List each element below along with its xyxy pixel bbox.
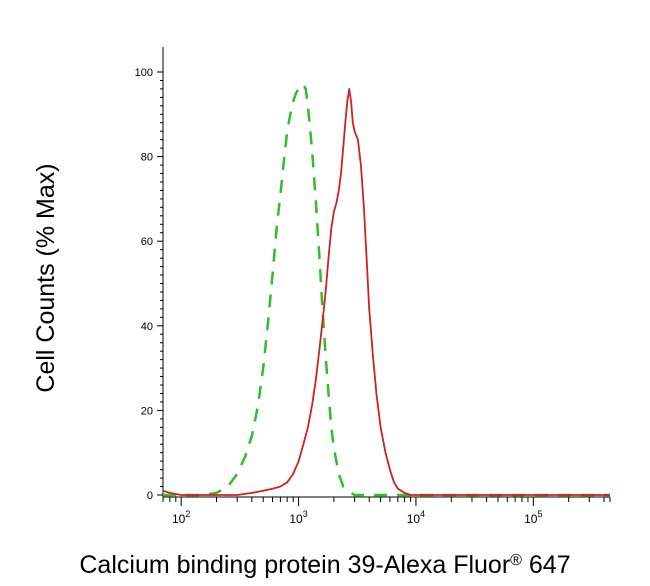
y-tick-label: 100 [135, 67, 153, 79]
y-tick-label: 80 [141, 152, 153, 164]
y-axis-title: Cell Counts (% Max) [32, 163, 60, 392]
y-tick-label: 40 [141, 321, 153, 333]
sample-histogram-line [162, 88, 610, 496]
x-tick-label: 102 [172, 509, 190, 526]
y-axis-ticks: 0 20 40 60 80 100 [135, 67, 163, 502]
y-tick-label: 20 [141, 405, 153, 417]
control-histogram-line [163, 83, 610, 497]
x-axis-title: Calcium binding protein 39-Alexa Fluor® … [79, 551, 570, 579]
plot-frame [162, 47, 611, 502]
x-tick-label: 104 [407, 509, 425, 526]
x-axis-ticks: 102 103 104 105 [162, 497, 605, 526]
y-tick-label: 60 [141, 236, 153, 248]
y-tick-label: 0 [147, 490, 153, 502]
series-layer [162, 83, 610, 497]
x-tick-label: 103 [289, 509, 307, 526]
x-tick-label: 105 [524, 509, 542, 526]
